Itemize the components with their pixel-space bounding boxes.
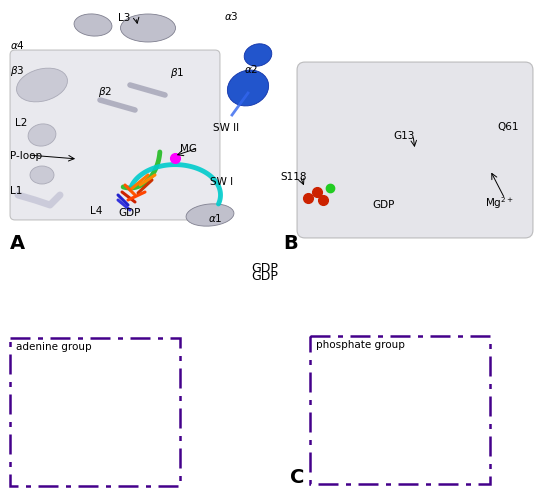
Text: L3: L3 (118, 13, 130, 23)
Text: $\beta$3: $\beta$3 (10, 64, 24, 78)
Text: $\alpha$2: $\alpha$2 (244, 63, 258, 75)
Text: GDP: GDP (251, 270, 278, 283)
Text: adenine group: adenine group (16, 342, 92, 352)
Ellipse shape (30, 166, 54, 184)
Ellipse shape (28, 124, 56, 146)
Text: $\alpha$1: $\alpha$1 (208, 212, 223, 224)
Text: A: A (10, 234, 25, 253)
Ellipse shape (120, 14, 175, 42)
Text: GDP: GDP (372, 200, 394, 210)
Text: B: B (283, 234, 298, 253)
Text: C: C (290, 468, 304, 487)
Text: $\alpha$3: $\alpha$3 (224, 10, 239, 22)
Text: Q61: Q61 (497, 122, 519, 132)
FancyBboxPatch shape (10, 50, 220, 220)
Ellipse shape (16, 68, 68, 102)
Text: S118: S118 (280, 172, 306, 182)
Text: $\beta$1: $\beta$1 (170, 66, 184, 80)
Ellipse shape (227, 70, 268, 106)
Ellipse shape (244, 44, 272, 66)
Text: L4: L4 (90, 206, 102, 216)
Text: P-loop: P-loop (10, 151, 42, 161)
Text: L1: L1 (10, 186, 23, 196)
Text: L2: L2 (15, 118, 28, 128)
Text: $\beta$2: $\beta$2 (98, 85, 112, 99)
Text: G13: G13 (393, 131, 414, 141)
Text: Mg$^{2+}$: Mg$^{2+}$ (485, 195, 514, 211)
Text: GDP: GDP (118, 208, 140, 218)
Text: phosphate group: phosphate group (316, 340, 405, 350)
Ellipse shape (186, 204, 234, 226)
Ellipse shape (74, 14, 112, 36)
Bar (310, 336, 490, 484)
FancyBboxPatch shape (0, 250, 550, 491)
Text: $\alpha$4: $\alpha$4 (10, 39, 25, 51)
Text: SW I: SW I (210, 177, 233, 187)
Text: MG: MG (180, 144, 197, 154)
Text: SW II: SW II (213, 123, 239, 133)
Text: GDP: GDP (251, 262, 278, 275)
FancyBboxPatch shape (297, 62, 533, 238)
Bar (10, 338, 180, 486)
